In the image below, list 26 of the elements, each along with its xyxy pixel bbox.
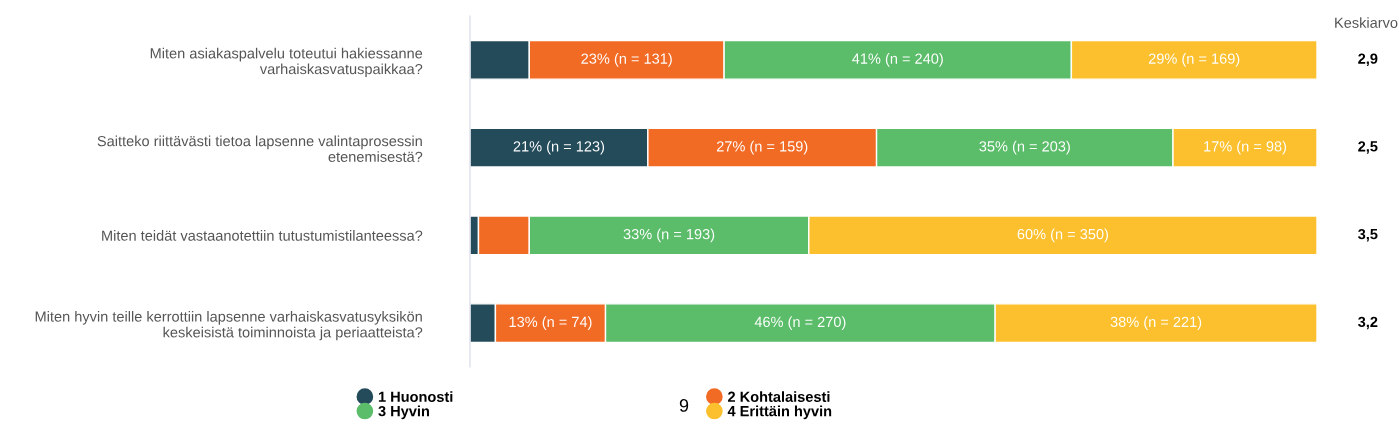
y-tick-label: Saitteko riittävästi tietoa lapsenne valintaprosessin etenemisestä? [97, 135, 423, 162]
legend-label: 2 Kohtalaisesti [728, 391, 830, 402]
y-tick-label: Miten teidät vastaanotettiin tutustumistilanteessa? [102, 230, 423, 241]
text: Keskiarvo [1335, 17, 1398, 28]
data-label: 33% (n = 193) [623, 228, 715, 243]
y-tick-label: Miten hyvin teille kerrottiin lapsenne varhaiskasvatusyksikön keskeisistä toiminnoista ja periaatteista? [35, 311, 423, 341]
data-label: 41% (n = 240) [852, 53, 943, 67]
data-label: 27% (n = 159) [716, 140, 808, 155]
legend-label: 3 Hyvin [378, 405, 429, 420]
data-label: 17% (n = 98) [1204, 140, 1287, 155]
data-label: 29% (n = 169) [1148, 53, 1240, 67]
text: 3,2 [1358, 316, 1378, 330]
data-label: 46% (n = 270) [754, 316, 846, 330]
text: 2,9 [1358, 53, 1378, 66]
text: 9 [679, 399, 689, 412]
y-tick-label: Miten asiakaspalvelu toteutui hakiessanne varhaiskasvatuspaikkaa? [150, 47, 423, 78]
text: 3,5 [1358, 228, 1378, 242]
data-label: 38% (n = 221) [1110, 316, 1202, 330]
legend-label: 1 Huonosti [378, 391, 453, 402]
legend-label: 4 Erittäin hyvin [727, 405, 832, 420]
data-label: 13% (n = 74) [509, 316, 592, 330]
data-label: 23% (n = 131) [581, 53, 672, 67]
data-label: 21% (n = 123) [513, 140, 605, 155]
data-label: 60% (n = 350) [1017, 228, 1108, 243]
data-label: 35% (n = 203) [979, 140, 1070, 155]
text: 2,5 [1358, 141, 1378, 154]
